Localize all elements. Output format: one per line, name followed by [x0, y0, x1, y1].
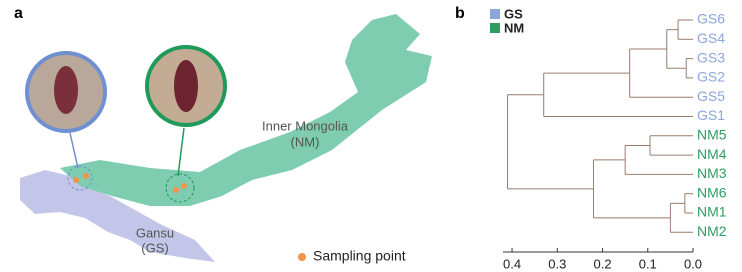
leaf-label: GS6 [697, 11, 725, 27]
leaf-label: NM1 [697, 204, 727, 220]
leaf-label: GS5 [697, 88, 725, 104]
leaf-label: GS2 [697, 69, 725, 85]
sampling-point [83, 173, 89, 179]
region-label: Inner Mongolia [262, 118, 349, 133]
sampling-point [73, 177, 79, 183]
leaf-label: NM6 [697, 184, 727, 200]
figure: a b Inner Mongolia (NM) Gansu (GS) Sampl… [0, 0, 742, 272]
leaf-label: NM3 [697, 165, 727, 181]
arrow [178, 128, 184, 176]
arrow [70, 133, 78, 168]
sampling-point [173, 187, 179, 193]
leaf-label: GS3 [697, 49, 725, 65]
legend-swatch [490, 9, 500, 19]
map: Inner Mongolia (NM) Gansu (GS) Sampling … [20, 14, 432, 264]
plant [54, 66, 78, 114]
dendrogram: GS6 GS4 GS3 GS2 GS5 GS1 NM5 NM4 NM3 NM6 NM1 NM2 0.4 0… [490, 6, 727, 271]
leaf-label: GS4 [697, 30, 725, 46]
sampling-point [181, 183, 187, 189]
x-tick-label: 0.1 [639, 256, 657, 271]
region-label: (NM) [291, 134, 320, 149]
legend-marker [298, 253, 306, 261]
leaf-label: GS1 [697, 107, 725, 123]
inner-mongolia-region [60, 14, 432, 206]
plant [174, 60, 198, 112]
x-tick-label: 0.3 [548, 256, 566, 271]
leaf-label: NM2 [697, 223, 727, 239]
legend-swatch [490, 23, 500, 33]
leaf-label: NM4 [697, 146, 727, 162]
region-label: (GS) [141, 240, 168, 255]
panel-label: b [455, 5, 465, 22]
leaf-label: NM5 [697, 127, 727, 143]
legend-label: GS [504, 6, 523, 21]
x-tick-label: 0.4 [503, 256, 521, 271]
x-tick-label: 0.2 [593, 256, 611, 271]
panel-label: a [14, 5, 23, 22]
legend-label: NM [504, 20, 524, 35]
region-label: Gansu [136, 225, 174, 240]
legend-label: Sampling point [313, 248, 406, 264]
x-tick-label: 0.0 [684, 256, 702, 271]
